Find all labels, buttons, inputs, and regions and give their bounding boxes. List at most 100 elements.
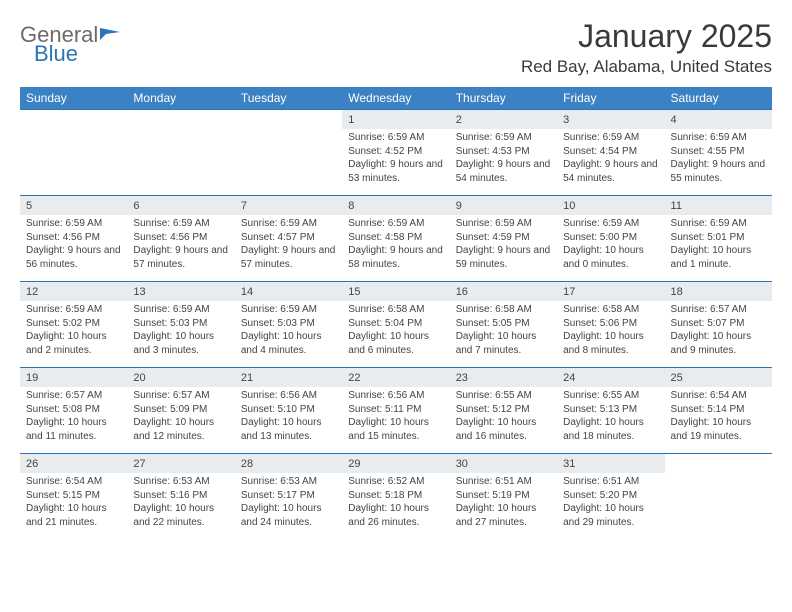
day-info-cell: Sunrise: 6:58 AMSunset: 5:04 PMDaylight:… [342,301,449,367]
sunset-line: Sunset: 4:54 PM [563,145,658,159]
week-info-row: Sunrise: 6:59 AMSunset: 4:52 PMDaylight:… [20,129,772,195]
day-info-cell: Sunrise: 6:59 AMSunset: 5:02 PMDaylight:… [20,301,127,367]
sunset-line: Sunset: 5:12 PM [456,403,551,417]
sunrise-line: Sunrise: 6:51 AM [563,475,658,489]
day-info-cell: Sunrise: 6:57 AMSunset: 5:08 PMDaylight:… [20,387,127,453]
sunrise-line: Sunrise: 6:59 AM [563,217,658,231]
day-number-cell: 8 [342,195,449,215]
calendar-page: General Blue January 2025 Red Bay, Alaba… [0,0,792,549]
week-daynum-row: 262728293031 [20,453,772,473]
day-number-cell: 15 [342,281,449,301]
sunset-line: Sunset: 4:57 PM [241,231,336,245]
day-number-cell: 19 [20,367,127,387]
sunset-line: Sunset: 5:18 PM [348,489,443,503]
daylight-line: Daylight: 10 hours and 12 minutes. [133,416,228,443]
sunrise-line: Sunrise: 6:59 AM [456,131,551,145]
day-number-cell: 26 [20,453,127,473]
dayhead-tuesday: Tuesday [235,87,342,109]
day-info-cell: Sunrise: 6:58 AMSunset: 5:05 PMDaylight:… [450,301,557,367]
sunset-line: Sunset: 4:55 PM [671,145,766,159]
calendar-body: 1234Sunrise: 6:59 AMSunset: 4:52 PMDayli… [20,109,772,539]
daylight-line: Daylight: 10 hours and 29 minutes. [563,502,658,529]
empty-cell [665,453,772,473]
sunrise-line: Sunrise: 6:57 AM [133,389,228,403]
day-number-cell: 31 [557,453,664,473]
sunset-line: Sunset: 5:20 PM [563,489,658,503]
sunrise-line: Sunrise: 6:59 AM [133,217,228,231]
sunrise-line: Sunrise: 6:59 AM [26,217,121,231]
daylight-line: Daylight: 10 hours and 11 minutes. [26,416,121,443]
sunset-line: Sunset: 5:11 PM [348,403,443,417]
sunset-line: Sunset: 4:56 PM [133,231,228,245]
daylight-line: Daylight: 10 hours and 7 minutes. [456,330,551,357]
day-number-cell: 9 [450,195,557,215]
daylight-line: Daylight: 9 hours and 58 minutes. [348,244,443,271]
sunrise-line: Sunrise: 6:57 AM [26,389,121,403]
sunset-line: Sunset: 5:04 PM [348,317,443,331]
dayhead-saturday: Saturday [665,87,772,109]
sunrise-line: Sunrise: 6:58 AM [456,303,551,317]
day-info-cell: Sunrise: 6:56 AMSunset: 5:10 PMDaylight:… [235,387,342,453]
daylight-line: Daylight: 9 hours and 53 minutes. [348,158,443,185]
day-info-cell: Sunrise: 6:58 AMSunset: 5:06 PMDaylight:… [557,301,664,367]
sunrise-line: Sunrise: 6:51 AM [456,475,551,489]
day-number-cell: 14 [235,281,342,301]
daylight-line: Daylight: 9 hours and 56 minutes. [26,244,121,271]
daylight-line: Daylight: 9 hours and 54 minutes. [456,158,551,185]
sunset-line: Sunset: 5:08 PM [26,403,121,417]
sunrise-line: Sunrise: 6:53 AM [133,475,228,489]
sunrise-line: Sunrise: 6:59 AM [26,303,121,317]
sunrise-line: Sunrise: 6:59 AM [241,217,336,231]
day-number-cell: 1 [342,109,449,129]
day-info-cell: Sunrise: 6:57 AMSunset: 5:07 PMDaylight:… [665,301,772,367]
day-number-cell: 2 [450,109,557,129]
sunrise-line: Sunrise: 6:59 AM [563,131,658,145]
sunrise-line: Sunrise: 6:57 AM [671,303,766,317]
sunrise-line: Sunrise: 6:59 AM [671,217,766,231]
day-number-cell: 5 [20,195,127,215]
daylight-line: Daylight: 9 hours and 57 minutes. [241,244,336,271]
week-daynum-row: 19202122232425 [20,367,772,387]
sunset-line: Sunset: 5:13 PM [563,403,658,417]
sunrise-line: Sunrise: 6:59 AM [348,217,443,231]
day-info-cell: Sunrise: 6:52 AMSunset: 5:18 PMDaylight:… [342,473,449,539]
dayhead-thursday: Thursday [450,87,557,109]
day-info-cell: Sunrise: 6:59 AMSunset: 4:58 PMDaylight:… [342,215,449,281]
daylight-line: Daylight: 10 hours and 2 minutes. [26,330,121,357]
sunset-line: Sunset: 5:03 PM [133,317,228,331]
empty-cell [127,129,234,195]
sunset-line: Sunset: 5:05 PM [456,317,551,331]
title-block: January 2025 Red Bay, Alabama, United St… [521,18,772,77]
daylight-line: Daylight: 10 hours and 16 minutes. [456,416,551,443]
sunrise-line: Sunrise: 6:59 AM [671,131,766,145]
dayhead-friday: Friday [557,87,664,109]
day-number-cell: 29 [342,453,449,473]
day-info-cell: Sunrise: 6:53 AMSunset: 5:17 PMDaylight:… [235,473,342,539]
empty-cell [127,109,234,129]
day-number-cell: 13 [127,281,234,301]
sunset-line: Sunset: 5:16 PM [133,489,228,503]
empty-cell [235,129,342,195]
daylight-line: Daylight: 10 hours and 4 minutes. [241,330,336,357]
week-daynum-row: 1234 [20,109,772,129]
sunset-line: Sunset: 5:14 PM [671,403,766,417]
sunset-line: Sunset: 4:52 PM [348,145,443,159]
day-info-cell: Sunrise: 6:59 AMSunset: 4:56 PMDaylight:… [127,215,234,281]
week-info-row: Sunrise: 6:59 AMSunset: 4:56 PMDaylight:… [20,215,772,281]
sunset-line: Sunset: 5:02 PM [26,317,121,331]
dayhead-monday: Monday [127,87,234,109]
sunrise-line: Sunrise: 6:59 AM [456,217,551,231]
sunrise-line: Sunrise: 6:59 AM [133,303,228,317]
day-number-cell: 7 [235,195,342,215]
sunset-line: Sunset: 5:00 PM [563,231,658,245]
day-info-cell: Sunrise: 6:59 AMSunset: 4:54 PMDaylight:… [557,129,664,195]
day-info-cell: Sunrise: 6:51 AMSunset: 5:20 PMDaylight:… [557,473,664,539]
day-info-cell: Sunrise: 6:59 AMSunset: 5:03 PMDaylight:… [235,301,342,367]
day-info-cell: Sunrise: 6:55 AMSunset: 5:12 PMDaylight:… [450,387,557,453]
day-number-cell: 23 [450,367,557,387]
logo-text-block: General Blue [20,24,122,65]
sunset-line: Sunset: 4:56 PM [26,231,121,245]
sunrise-line: Sunrise: 6:52 AM [348,475,443,489]
day-info-cell: Sunrise: 6:59 AMSunset: 5:00 PMDaylight:… [557,215,664,281]
day-number-cell: 27 [127,453,234,473]
